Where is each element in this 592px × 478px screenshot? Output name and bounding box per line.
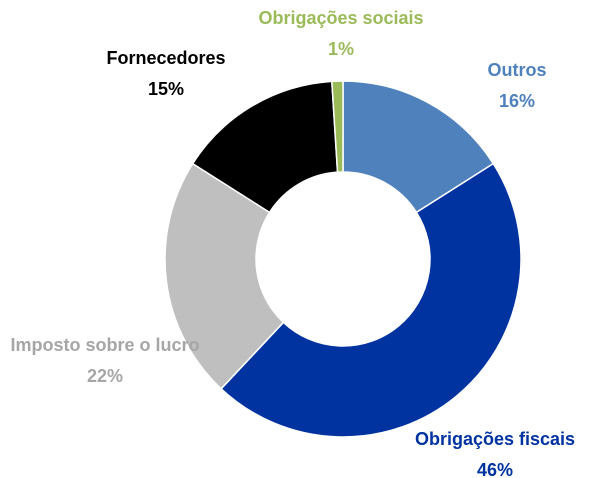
value-label: 22% [86, 366, 124, 386]
donut-slice [331, 80, 344, 173]
slice-label: Fornecedores 15% [81, 43, 251, 105]
value-label: 15% [147, 79, 185, 99]
value-label: 1% [327, 39, 354, 59]
value-label: 46% [476, 460, 514, 478]
slice-label: Imposto sobre o lucro 22% [10, 330, 200, 392]
category-label: Outros [487, 60, 547, 80]
category-label: Obrigações fiscais [414, 429, 576, 449]
donut-slice [164, 162, 285, 390]
slice-label: Outros 16% [457, 55, 577, 117]
category-label: Imposto sobre o lucro [10, 335, 200, 355]
slice-label: Obrigações sociais 1% [231, 3, 451, 65]
value-label: 16% [498, 91, 536, 111]
category-label: Obrigações sociais [258, 8, 424, 28]
category-label: Fornecedores [106, 48, 226, 68]
donut-slice [191, 80, 339, 214]
donut-slice [342, 80, 495, 214]
donut-slice [220, 162, 522, 438]
slice-label: Obrigações fiscais 46% [385, 424, 592, 478]
